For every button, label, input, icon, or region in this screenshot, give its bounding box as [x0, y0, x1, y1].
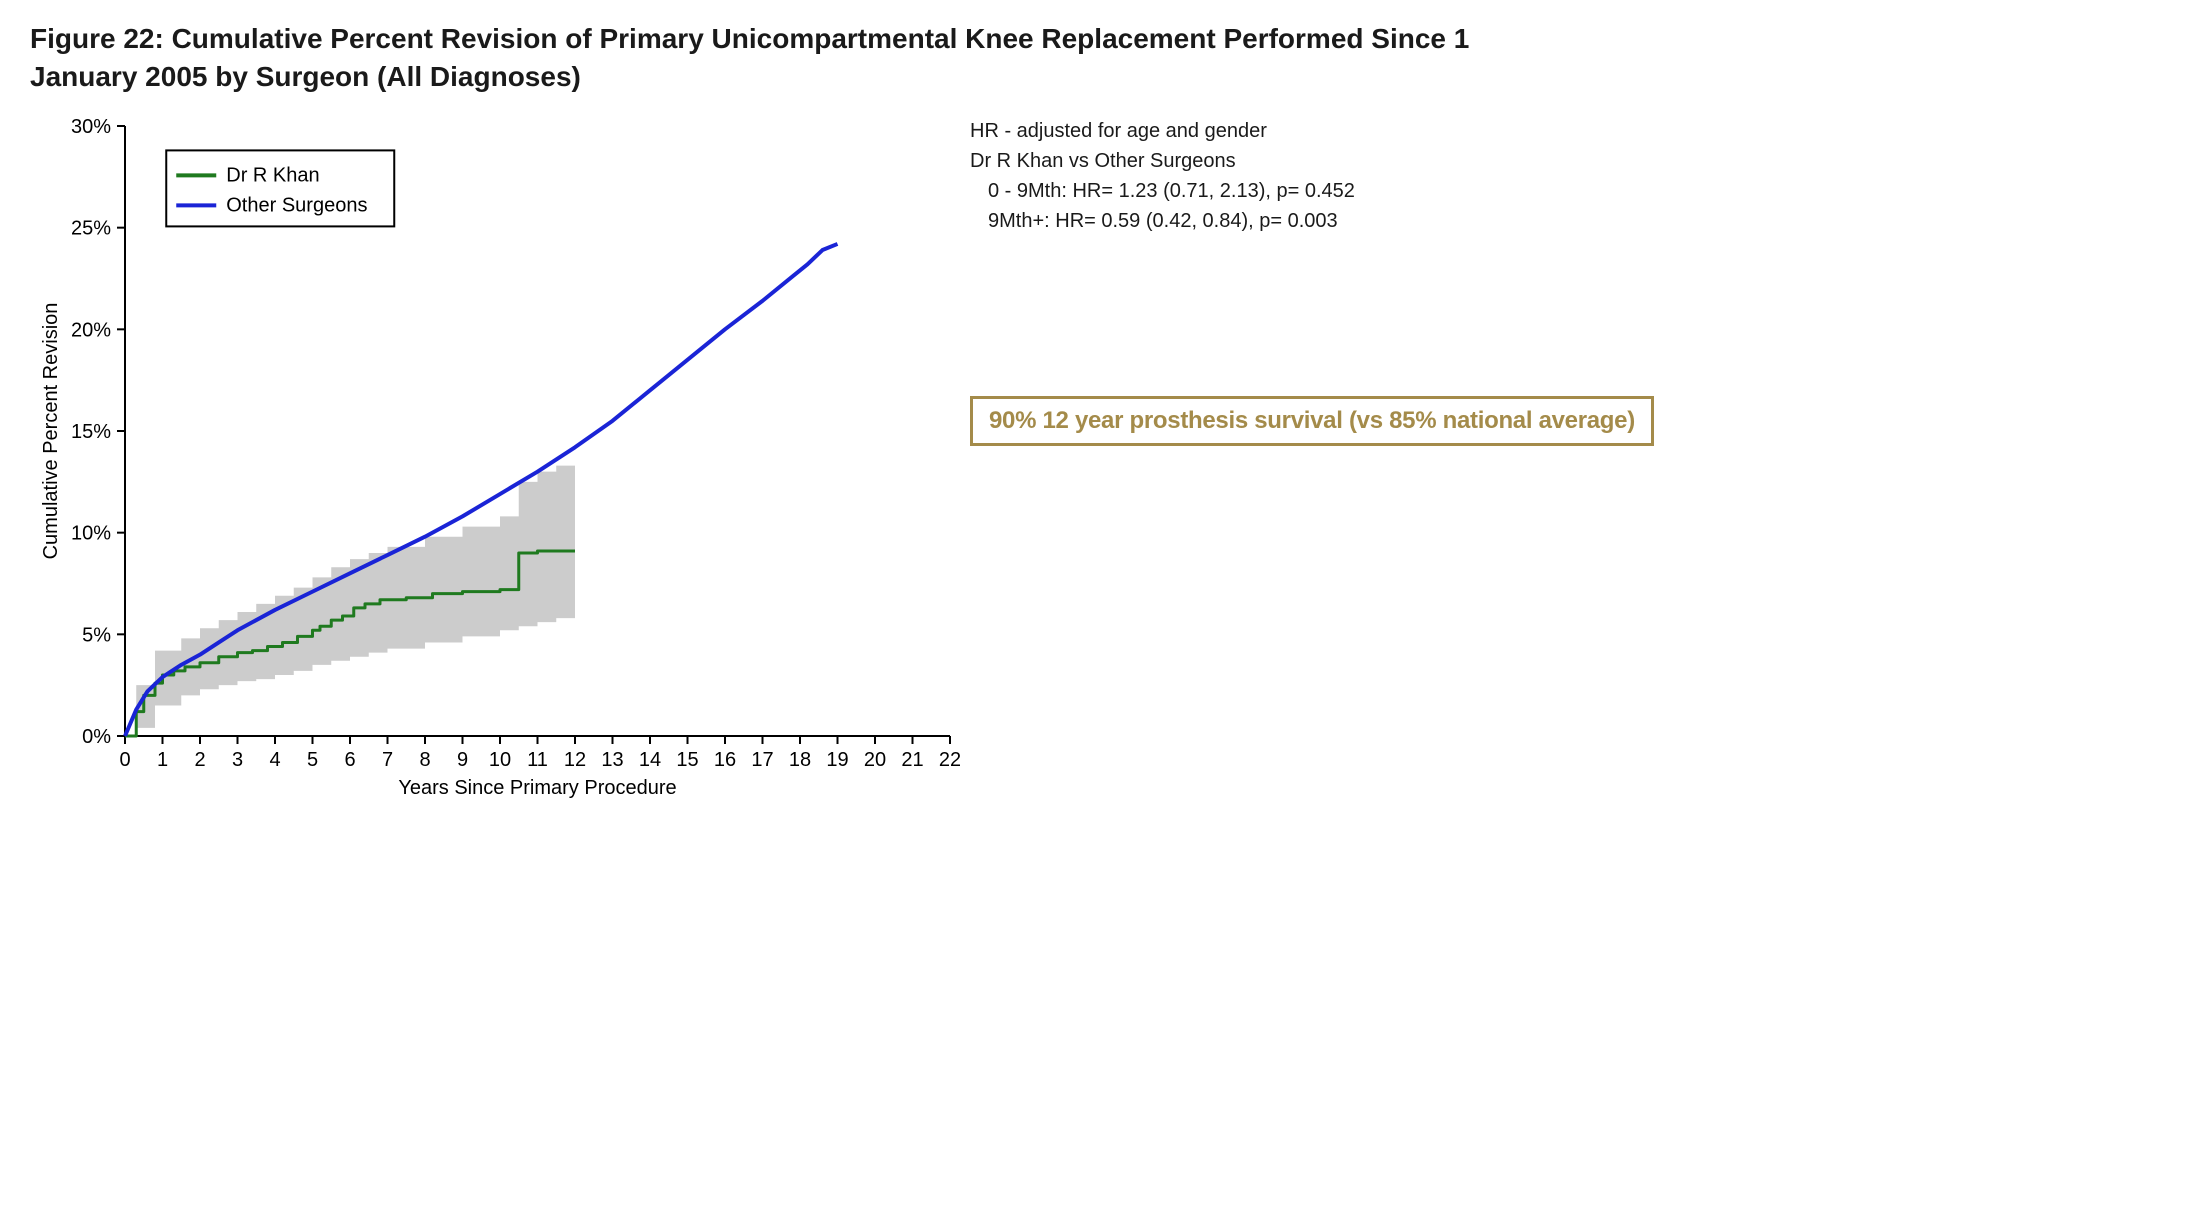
svg-text:4: 4 — [269, 749, 280, 771]
svg-text:20%: 20% — [71, 319, 111, 341]
svg-text:0%: 0% — [82, 726, 111, 748]
svg-text:1: 1 — [157, 749, 168, 771]
hr-stats-line-2: 9Mth+: HR= 0.59 (0.42, 0.84), p= 0.003 — [970, 206, 2174, 236]
hr-stats-block: HR - adjusted for age and gender Dr R Kh… — [970, 116, 2174, 236]
svg-text:2: 2 — [194, 749, 205, 771]
svg-text:3: 3 — [232, 749, 243, 771]
chart-container: 0%5%10%15%20%25%30%012345678910111213141… — [30, 106, 960, 806]
legend-label: Other Surgeons — [226, 194, 367, 216]
legend-label: Dr R Khan — [226, 164, 319, 186]
figure-title: Figure 22: Cumulative Percent Revision o… — [30, 20, 1530, 96]
hr-stats-comparison: Dr R Khan vs Other Surgeons — [970, 146, 2174, 176]
svg-text:5: 5 — [307, 749, 318, 771]
survival-callout: 90% 12 year prosthesis survival (vs 85% … — [970, 396, 1654, 446]
svg-text:6: 6 — [344, 749, 355, 771]
svg-text:14: 14 — [639, 749, 661, 771]
svg-text:15%: 15% — [71, 421, 111, 443]
svg-text:21: 21 — [901, 749, 923, 771]
svg-text:25%: 25% — [71, 217, 111, 239]
svg-text:5%: 5% — [82, 624, 111, 646]
svg-text:19: 19 — [826, 749, 848, 771]
svg-text:12: 12 — [564, 749, 586, 771]
revision-chart: 0%5%10%15%20%25%30%012345678910111213141… — [30, 106, 960, 806]
svg-text:15: 15 — [676, 749, 698, 771]
svg-text:16: 16 — [714, 749, 736, 771]
svg-text:22: 22 — [939, 749, 960, 771]
hr-stats-header: HR - adjusted for age and gender — [970, 116, 2174, 146]
svg-text:0: 0 — [119, 749, 130, 771]
svg-text:7: 7 — [382, 749, 393, 771]
right-column: HR - adjusted for age and gender Dr R Kh… — [960, 106, 2174, 446]
content-row: 0%5%10%15%20%25%30%012345678910111213141… — [30, 106, 2174, 806]
y-axis-label: Cumulative Percent Revision — [40, 302, 62, 559]
svg-text:11: 11 — [527, 749, 548, 771]
svg-text:10: 10 — [489, 749, 511, 771]
hr-stats-line-1: 0 - 9Mth: HR= 1.23 (0.71, 2.13), p= 0.45… — [970, 176, 2174, 206]
svg-text:17: 17 — [751, 749, 773, 771]
svg-text:8: 8 — [419, 749, 430, 771]
svg-text:18: 18 — [789, 749, 811, 771]
svg-text:13: 13 — [601, 749, 623, 771]
svg-text:30%: 30% — [71, 116, 111, 138]
svg-text:10%: 10% — [71, 522, 111, 544]
svg-text:20: 20 — [864, 749, 886, 771]
svg-text:9: 9 — [457, 749, 468, 771]
x-axis-label: Years Since Primary Procedure — [398, 777, 676, 799]
